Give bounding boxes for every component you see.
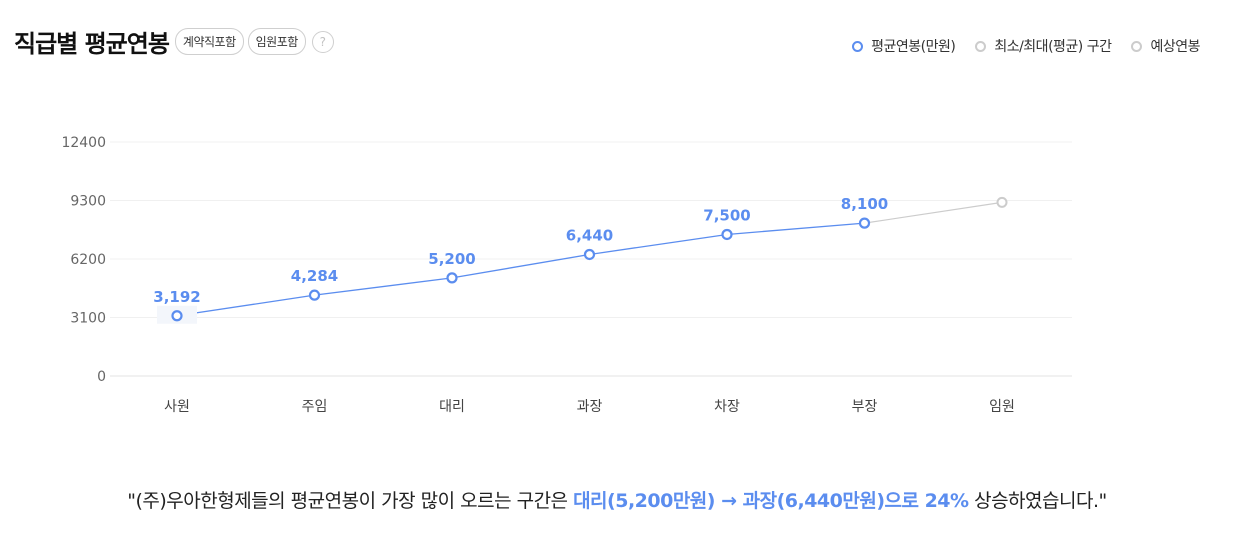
y-tick-label: 0 — [97, 369, 106, 385]
legend-item-expected[interactable]: 예상연봉 — [1131, 36, 1200, 56]
data-label: 5,200 — [428, 250, 475, 268]
legend-circle-icon — [975, 40, 987, 52]
y-tick-label: 9300 — [70, 194, 106, 210]
data-label: 7,500 — [703, 206, 750, 224]
salary-line-chart: 0 3100 6200 9300 12400 사원 주임 대리 과장 차장 부장 임원 3,192 4,2… — [61, 135, 1072, 415]
data-point — [583, 248, 596, 261]
contract-include-chip[interactable]: 계약직포함 — [174, 28, 244, 55]
x-tick-label: 주임 — [302, 399, 328, 415]
legend-label: 평균연봉(만원) — [871, 39, 956, 55]
summary-text: "(주)우아한형제들의 평균연봉이 가장 많이 오르는 구간은 대리(5,200… — [0, 486, 1234, 513]
data-label: 4,284 — [291, 267, 338, 285]
x-tick-label: 과장 — [577, 399, 603, 415]
page-title: 직급별 평균연봉 — [14, 30, 170, 58]
x-tick-label: 임원 — [989, 399, 1015, 415]
data-point — [308, 289, 321, 301]
data-label: 8,100 — [841, 195, 888, 213]
x-tick-label: 부장 — [852, 399, 878, 415]
summary-post: 상승하였습니다." — [968, 490, 1107, 512]
data-point — [171, 310, 183, 322]
y-tick-label: 3100 — [70, 311, 106, 327]
y-tick-label: 6200 — [70, 252, 106, 268]
chart-legend: 평균연봉(만원) 최소/최대(평균) 구간 예상연봉 — [832, 36, 1200, 56]
expected-salary-line — [864, 201, 1003, 224]
help-icon[interactable]: ? — [311, 30, 334, 53]
data-label: 3,192 — [153, 288, 200, 306]
legend-label: 예상연봉 — [1150, 39, 1200, 55]
x-tick-label: 차장 — [714, 399, 740, 415]
data-point — [721, 228, 733, 241]
legend-label: 최소/최대(평균) 구간 — [994, 39, 1112, 55]
legend-item-average[interactable]: 평균연봉(만원) — [852, 36, 956, 56]
legend-item-range[interactable]: 최소/최대(평균) 구간 — [975, 36, 1112, 56]
legend-circle-icon — [1131, 40, 1143, 52]
summary-pre: "(주)우아한형제들의 평균연봉이 가장 많이 오르는 구간은 — [127, 490, 574, 512]
data-label: 6,440 — [566, 226, 613, 244]
data-point — [858, 217, 871, 229]
expected-point — [996, 196, 1008, 208]
x-tick-label: 대리 — [439, 399, 465, 415]
summary-highlight: 대리(5,200만원) → 과장(6,440만원)으로 24% — [573, 490, 969, 512]
legend-circle-icon — [852, 40, 864, 52]
executive-include-chip[interactable]: 임원포함 — [247, 28, 306, 55]
chart-header: 직급별 평균연봉 계약직포함 임원포함 ? — [14, 24, 334, 59]
data-point — [446, 272, 458, 284]
y-tick-label: 12400 — [61, 135, 106, 151]
average-salary-line — [176, 222, 865, 317]
x-tick-label: 사원 — [164, 399, 190, 415]
